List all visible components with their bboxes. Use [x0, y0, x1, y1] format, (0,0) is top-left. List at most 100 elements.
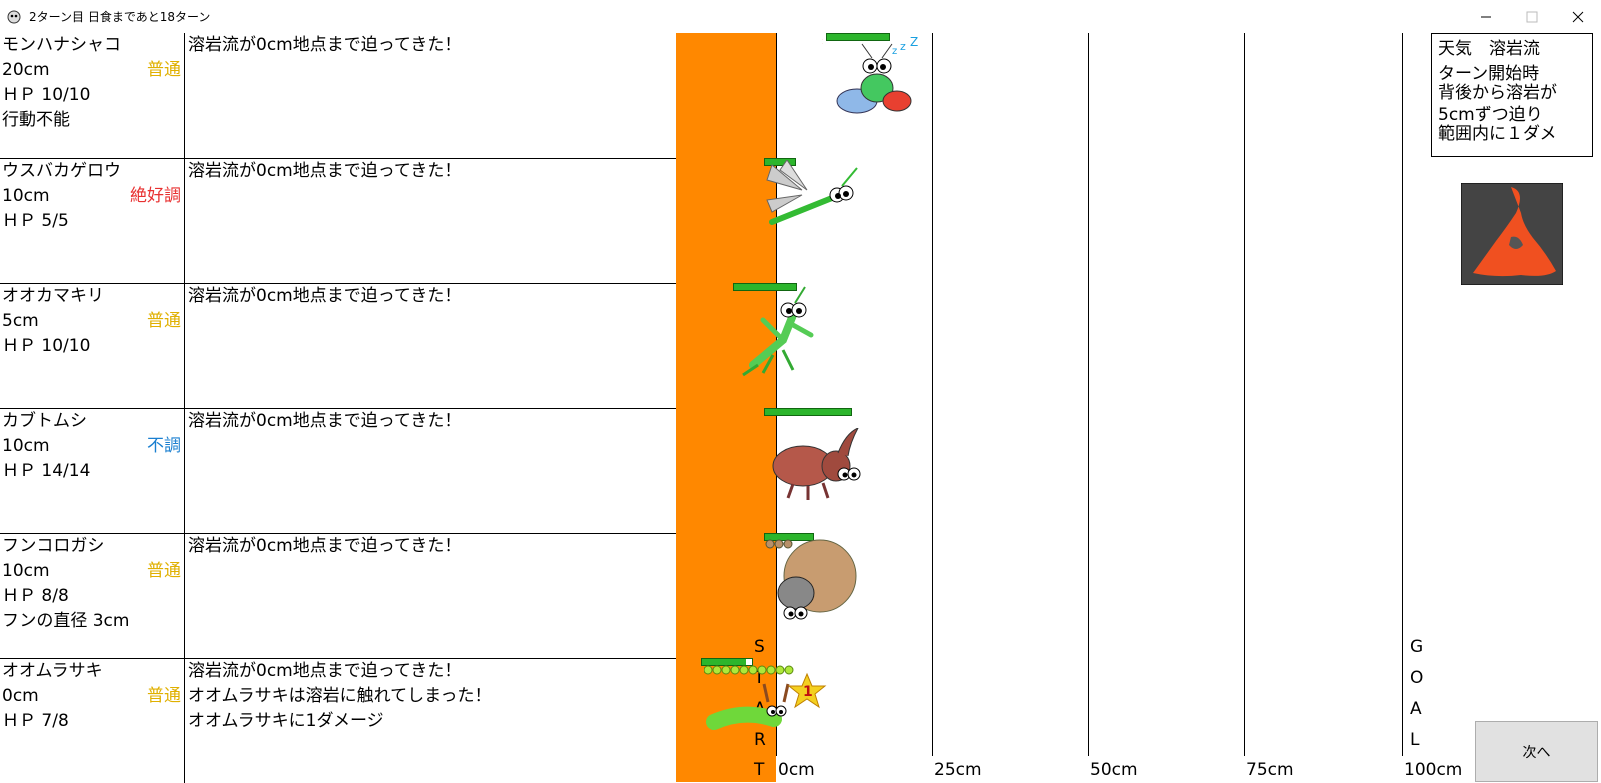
next-button[interactable]: 次へ	[1475, 721, 1598, 782]
goal-letter: G	[1410, 637, 1424, 657]
message-log: 溶岩流が0cm地点まで迫ってきた！	[188, 409, 461, 434]
weather-desc: 5cmずつ迫り	[1438, 105, 1543, 125]
message-log: 溶岩流が0cm地点まで迫ってきた！	[188, 284, 461, 309]
tick-label: 25cm	[934, 760, 982, 780]
insect-hp: ＨＰ 8/8	[2, 586, 69, 606]
insect-name: オオカマキリ	[2, 286, 104, 306]
insect-info: オオムラサキ 0cm 普通 ＨＰ 7/8	[0, 659, 185, 783]
start-letter: T	[754, 760, 765, 780]
message-line: 溶岩流が0cm地点まで迫ってきた！	[188, 286, 462, 306]
insect-extra: フンの直径 3cm	[2, 611, 130, 631]
insect-card: ウスバカゲロウ 10cm 絶好調 ＨＰ 5/5 溶岩流が0cm地点まで迫ってきた…	[0, 158, 676, 283]
insect-info: フンコロガシ 10cm 普通 ＨＰ 8/8 フンの直径 3cm	[0, 534, 185, 658]
minimize-button[interactable]	[1463, 0, 1509, 33]
lava-zone	[676, 33, 776, 782]
app-icon	[7, 10, 21, 24]
insect-card: オオカマキリ 5cm 普通 ＨＰ 10/10 溶岩流が0cm地点まで迫ってきた！	[0, 283, 676, 408]
insect-card: オオムラサキ 0cm 普通 ＨＰ 7/8 溶岩流が0cm地点まで迫ってきた！ オ…	[0, 658, 676, 783]
message-log: 溶岩流が0cm地点まで迫ってきた！	[188, 534, 461, 559]
caterpillar-icon: 1	[704, 665, 827, 730]
insect-condition: 普通	[147, 60, 181, 80]
insect-condition: 普通	[147, 311, 181, 331]
svg-text:Z: Z	[910, 36, 918, 49]
message-line: オオムラサキに1ダメージ	[188, 711, 384, 731]
start-letter: S	[754, 637, 765, 657]
dung-beetle-icon	[765, 539, 857, 620]
start-letter: R	[754, 730, 766, 750]
insect-hp: ＨＰ 5/5	[2, 211, 69, 231]
insect-hp: ＨＰ 7/8	[2, 711, 69, 731]
insect-condition: 不調	[147, 436, 181, 456]
insect-info: モンハナシャコ 20cm 普通 ＨＰ 10/10 行動不能	[0, 33, 185, 158]
close-icon	[1572, 11, 1584, 22]
insect-hp-bar	[764, 408, 852, 416]
weather-panel: 天気 溶岩流 ターン開始時 背後から溶岩が 5cmずつ迫り 範囲内に１ダメ	[1431, 33, 1593, 157]
insect-card: フンコロガシ 10cm 普通 ＨＰ 8/8 フンの直径 3cm 溶岩流が0cm地…	[0, 533, 676, 658]
insect-position: 10cm	[2, 186, 50, 206]
insect-info: カブトムシ 10cm 不調 ＨＰ 14/14	[0, 409, 185, 533]
insect-condition: 普通	[147, 686, 181, 706]
insect-position: 10cm	[2, 436, 50, 456]
insect-hp-bar	[733, 283, 797, 291]
insect-name: モンハナシャコ	[2, 35, 121, 55]
insect-condition: 普通	[147, 561, 181, 581]
insect-hp-bar	[764, 158, 796, 166]
insect-position: 5cm	[2, 311, 39, 331]
title-bar: 2ターン目 日食まであと18ターン	[0, 0, 1601, 33]
message-log: 溶岩流が0cm地点まで迫ってきた！	[188, 33, 461, 58]
beetle-icon	[772, 428, 861, 500]
insect-extra: 行動不能	[2, 110, 70, 130]
message-line: 溶岩流が0cm地点まで迫ってきた！	[188, 35, 462, 55]
track-line-100cm	[1402, 33, 1403, 756]
insect-card: モンハナシャコ 20cm 普通 ＨＰ 10/10 行動不能 溶岩流が0cm地点ま…	[0, 33, 676, 158]
maximize-button[interactable]	[1509, 0, 1555, 33]
message-log: 溶岩流が0cm地点まで迫ってきた！ オオムラサキは溶岩に触れてしまった！ オオム…	[188, 659, 491, 734]
tick-label: 75cm	[1246, 760, 1294, 780]
svg-text:z: z	[892, 46, 897, 57]
insect-hp-fill	[702, 659, 746, 665]
insect-position: 0cm	[2, 686, 39, 706]
insect-name: ウスバカゲロウ	[2, 161, 121, 181]
start-letter: T	[754, 668, 765, 688]
insect-hp: ＨＰ 10/10	[2, 85, 91, 105]
mantis-icon	[742, 286, 814, 377]
track-line-0cm	[776, 33, 777, 756]
track-line-50cm	[1088, 33, 1089, 756]
close-button[interactable]	[1555, 0, 1601, 33]
tick-label: 50cm	[1090, 760, 1138, 780]
insect-name: オオムラサキ	[2, 661, 103, 681]
insect-hp: ＨＰ 10/10	[2, 336, 91, 356]
antlion-fly-icon	[766, 160, 858, 225]
insect-position: 10cm	[2, 561, 50, 581]
insect-card: カブトムシ 10cm 不調 ＨＰ 14/14 溶岩流が0cm地点まで迫ってきた！	[0, 408, 676, 533]
insect-position: 20cm	[2, 60, 50, 80]
maximize-icon	[1526, 11, 1538, 22]
mantis-shrimp-icon: × z z Z	[822, 36, 918, 114]
window-title: 2ターン目 日食まであと18ターン	[29, 10, 211, 24]
rank-badge: 1	[803, 684, 813, 700]
weather-title: 天気 溶岩流	[1438, 39, 1540, 59]
message-line: 溶岩流が0cm地点まで迫ってきた！	[188, 411, 462, 431]
track-line-75cm	[1244, 33, 1245, 756]
weather-desc: 背後から溶岩が	[1438, 83, 1557, 103]
goal-letter: L	[1410, 730, 1420, 750]
insect-status-list: モンハナシャコ 20cm 普通 ＨＰ 10/10 行動不能 溶岩流が0cm地点ま…	[0, 33, 676, 783]
message-line: 溶岩流が0cm地点まで迫ってきた！	[188, 161, 462, 181]
message-line: 溶岩流が0cm地点まで迫ってきた！	[188, 661, 462, 681]
track-line-25cm	[932, 33, 933, 756]
svg-text:z: z	[900, 40, 906, 53]
goal-letter: O	[1410, 668, 1424, 688]
insect-hp-bar	[701, 658, 753, 666]
svg-text:×: ×	[822, 37, 824, 47]
insect-hp-bar	[826, 33, 890, 41]
message-log: 溶岩流が0cm地点まで迫ってきた！	[188, 159, 461, 184]
insect-info: ウスバカゲロウ 10cm 絶好調 ＨＰ 5/5	[0, 159, 185, 283]
insect-name: フンコロガシ	[2, 536, 105, 556]
lava-weather-icon	[1461, 183, 1563, 285]
tick-label: 0cm	[778, 760, 815, 780]
message-line: オオムラサキは溶岩に触れてしまった！	[188, 686, 492, 706]
tick-label: 100cm	[1404, 760, 1463, 780]
message-line: 溶岩流が0cm地点まで迫ってきた！	[188, 536, 462, 556]
weather-desc: ターン開始時	[1438, 64, 1540, 84]
insect-name: カブトムシ	[2, 411, 87, 431]
